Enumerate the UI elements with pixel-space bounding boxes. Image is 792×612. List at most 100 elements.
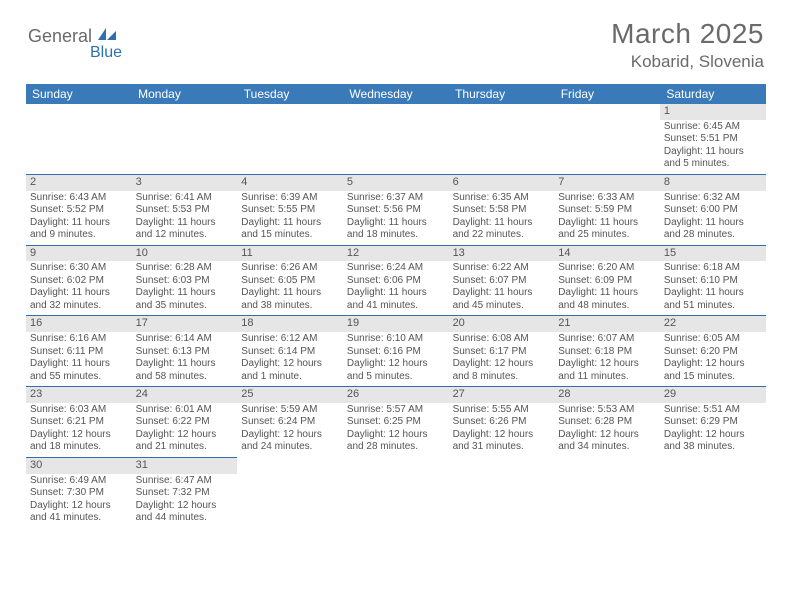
- day-number: 23: [26, 387, 132, 403]
- sunrise-text: Sunrise: 6:49 AM: [30, 475, 128, 488]
- day2-text: and 11 minutes.: [558, 371, 656, 384]
- weekday-header: Monday: [132, 84, 238, 104]
- weekday-header: Thursday: [449, 84, 555, 104]
- day2-text: and 38 minutes.: [664, 441, 762, 454]
- day2-text: and 15 minutes.: [664, 371, 762, 384]
- page-title: March 2025: [611, 18, 764, 50]
- day-number: 10: [132, 246, 238, 262]
- sunset-text: Sunset: 6:17 PM: [453, 346, 551, 359]
- sunset-text: Sunset: 6:00 PM: [664, 204, 762, 217]
- header: General Blue March 2025 Kobarid, Sloveni…: [0, 0, 792, 80]
- sunset-text: Sunset: 6:25 PM: [347, 416, 445, 429]
- calendar-cell-empty: [554, 457, 660, 527]
- day2-text: and 18 minutes.: [30, 441, 128, 454]
- calendar-cell-empty: [660, 457, 766, 527]
- calendar-cell: 20Sunrise: 6:08 AMSunset: 6:17 PMDayligh…: [449, 316, 555, 387]
- sunrise-text: Sunrise: 6:26 AM: [241, 262, 339, 275]
- day-number: 21: [554, 316, 660, 332]
- calendar-cell: 25Sunrise: 5:59 AMSunset: 6:24 PMDayligh…: [237, 387, 343, 458]
- day-number: 3: [132, 175, 238, 191]
- day-number: 13: [449, 246, 555, 262]
- calendar-cell-empty: [26, 104, 132, 174]
- day1-text: Daylight: 11 hours: [136, 358, 234, 371]
- day1-text: Daylight: 12 hours: [241, 429, 339, 442]
- day1-text: Daylight: 11 hours: [664, 287, 762, 300]
- sunset-text: Sunset: 6:13 PM: [136, 346, 234, 359]
- day-number: 11: [237, 246, 343, 262]
- day1-text: Daylight: 11 hours: [136, 287, 234, 300]
- day2-text: and 12 minutes.: [136, 229, 234, 242]
- sunset-text: Sunset: 6:18 PM: [558, 346, 656, 359]
- day2-text: and 5 minutes.: [347, 371, 445, 384]
- calendar-cell: 21Sunrise: 6:07 AMSunset: 6:18 PMDayligh…: [554, 316, 660, 387]
- day2-text: and 9 minutes.: [30, 229, 128, 242]
- sunrise-text: Sunrise: 6:28 AM: [136, 262, 234, 275]
- sunset-text: Sunset: 6:09 PM: [558, 275, 656, 288]
- weekday-header-row: SundayMondayTuesdayWednesdayThursdayFrid…: [26, 84, 766, 104]
- day2-text: and 51 minutes.: [664, 300, 762, 313]
- calendar-cell: 8Sunrise: 6:32 AMSunset: 6:00 PMDaylight…: [660, 174, 766, 245]
- day1-text: Daylight: 11 hours: [241, 217, 339, 230]
- day2-text: and 48 minutes.: [558, 300, 656, 313]
- calendar-cell: 17Sunrise: 6:14 AMSunset: 6:13 PMDayligh…: [132, 316, 238, 387]
- calendar-cell: 13Sunrise: 6:22 AMSunset: 6:07 PMDayligh…: [449, 245, 555, 316]
- day1-text: Daylight: 12 hours: [30, 429, 128, 442]
- sunset-text: Sunset: 6:07 PM: [453, 275, 551, 288]
- day2-text: and 35 minutes.: [136, 300, 234, 313]
- sunset-text: Sunset: 5:58 PM: [453, 204, 551, 217]
- sunset-text: Sunset: 5:53 PM: [136, 204, 234, 217]
- sunrise-text: Sunrise: 6:08 AM: [453, 333, 551, 346]
- day1-text: Daylight: 12 hours: [347, 429, 445, 442]
- day1-text: Daylight: 11 hours: [664, 217, 762, 230]
- day-number: 29: [660, 387, 766, 403]
- sunrise-text: Sunrise: 6:18 AM: [664, 262, 762, 275]
- sunrise-text: Sunrise: 6:32 AM: [664, 192, 762, 205]
- day2-text: and 41 minutes.: [30, 512, 128, 525]
- calendar-cell: 29Sunrise: 5:51 AMSunset: 6:29 PMDayligh…: [660, 387, 766, 458]
- calendar-cell-empty: [237, 457, 343, 527]
- day1-text: Daylight: 12 hours: [241, 358, 339, 371]
- calendar-row: 1Sunrise: 6:45 AMSunset: 5:51 PMDaylight…: [26, 104, 766, 174]
- day-number: 15: [660, 246, 766, 262]
- day-number: 5: [343, 175, 449, 191]
- day1-text: Daylight: 11 hours: [453, 287, 551, 300]
- day1-text: Daylight: 11 hours: [30, 217, 128, 230]
- day-number: 24: [132, 387, 238, 403]
- day-number: 9: [26, 246, 132, 262]
- calendar-cell: 22Sunrise: 6:05 AMSunset: 6:20 PMDayligh…: [660, 316, 766, 387]
- calendar-cell: 28Sunrise: 5:53 AMSunset: 6:28 PMDayligh…: [554, 387, 660, 458]
- sunrise-text: Sunrise: 6:37 AM: [347, 192, 445, 205]
- calendar-cell: 11Sunrise: 6:26 AMSunset: 6:05 PMDayligh…: [237, 245, 343, 316]
- sunrise-text: Sunrise: 6:39 AM: [241, 192, 339, 205]
- day1-text: Daylight: 12 hours: [664, 429, 762, 442]
- sunset-text: Sunset: 6:16 PM: [347, 346, 445, 359]
- sunset-text: Sunset: 6:05 PM: [241, 275, 339, 288]
- calendar-row: 9Sunrise: 6:30 AMSunset: 6:02 PMDaylight…: [26, 245, 766, 316]
- calendar-cell-empty: [343, 104, 449, 174]
- sunset-text: Sunset: 5:59 PM: [558, 204, 656, 217]
- calendar-cell: 19Sunrise: 6:10 AMSunset: 6:16 PMDayligh…: [343, 316, 449, 387]
- sunrise-text: Sunrise: 6:33 AM: [558, 192, 656, 205]
- calendar-cell: 14Sunrise: 6:20 AMSunset: 6:09 PMDayligh…: [554, 245, 660, 316]
- day-number: 30: [26, 458, 132, 474]
- calendar-cell: 6Sunrise: 6:35 AMSunset: 5:58 PMDaylight…: [449, 174, 555, 245]
- day-number: 22: [660, 316, 766, 332]
- day1-text: Daylight: 11 hours: [30, 287, 128, 300]
- calendar-cell: 1Sunrise: 6:45 AMSunset: 5:51 PMDaylight…: [660, 104, 766, 174]
- calendar-cell: 10Sunrise: 6:28 AMSunset: 6:03 PMDayligh…: [132, 245, 238, 316]
- day1-text: Daylight: 12 hours: [453, 429, 551, 442]
- day1-text: Daylight: 11 hours: [453, 217, 551, 230]
- calendar-table: SundayMondayTuesdayWednesdayThursdayFrid…: [26, 84, 766, 528]
- sunset-text: Sunset: 6:06 PM: [347, 275, 445, 288]
- day2-text: and 18 minutes.: [347, 229, 445, 242]
- sunset-text: Sunset: 7:30 PM: [30, 487, 128, 500]
- day2-text: and 1 minute.: [241, 371, 339, 384]
- calendar-cell: 7Sunrise: 6:33 AMSunset: 5:59 PMDaylight…: [554, 174, 660, 245]
- sunset-text: Sunset: 6:10 PM: [664, 275, 762, 288]
- calendar-cell: 15Sunrise: 6:18 AMSunset: 6:10 PMDayligh…: [660, 245, 766, 316]
- day2-text: and 41 minutes.: [347, 300, 445, 313]
- day-number: 7: [554, 175, 660, 191]
- location-label: Kobarid, Slovenia: [611, 52, 764, 72]
- day1-text: Daylight: 12 hours: [136, 429, 234, 442]
- day1-text: Daylight: 11 hours: [347, 287, 445, 300]
